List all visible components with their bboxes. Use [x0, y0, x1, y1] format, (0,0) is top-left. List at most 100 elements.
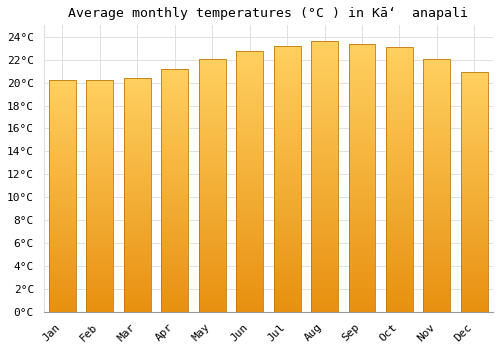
Bar — [424, 292, 450, 294]
Bar — [348, 250, 376, 253]
Bar — [124, 300, 151, 303]
Bar — [461, 295, 488, 298]
Bar — [386, 127, 413, 129]
Bar — [49, 173, 76, 175]
Bar — [461, 240, 488, 243]
Bar — [461, 266, 488, 269]
Bar — [424, 259, 450, 261]
Bar — [49, 180, 76, 182]
Bar — [348, 68, 376, 70]
Bar — [386, 185, 413, 188]
Bar — [386, 230, 413, 232]
Bar — [311, 120, 338, 122]
Bar — [124, 221, 151, 223]
Bar — [162, 134, 188, 137]
Bar — [386, 172, 413, 174]
Bar — [124, 181, 151, 183]
Bar — [162, 120, 188, 122]
Bar — [274, 179, 300, 182]
Bar — [124, 303, 151, 305]
Bar — [198, 119, 226, 122]
Bar — [162, 159, 188, 161]
Bar — [348, 146, 376, 148]
Bar — [198, 94, 226, 97]
Bar — [311, 41, 338, 312]
Title: Average monthly temperatures (°C ) in Kāʻ  anapali: Average monthly temperatures (°C ) in Kā… — [68, 7, 468, 20]
Bar — [424, 193, 450, 195]
Bar — [198, 180, 226, 183]
Bar — [198, 271, 226, 274]
Bar — [274, 80, 300, 83]
Bar — [386, 272, 413, 275]
Bar — [348, 285, 376, 288]
Bar — [348, 237, 376, 239]
Bar — [198, 145, 226, 147]
Bar — [311, 260, 338, 263]
Bar — [274, 75, 300, 78]
Bar — [86, 233, 114, 236]
Bar — [124, 199, 151, 202]
Bar — [386, 299, 413, 301]
Bar — [86, 136, 114, 138]
Bar — [311, 57, 338, 60]
Bar — [386, 188, 413, 190]
Bar — [311, 66, 338, 68]
Bar — [348, 54, 376, 57]
Bar — [124, 186, 151, 188]
Bar — [386, 76, 413, 79]
Bar — [162, 96, 188, 98]
Bar — [386, 74, 413, 76]
Bar — [124, 141, 151, 144]
Bar — [162, 268, 188, 271]
Bar — [124, 162, 151, 164]
Bar — [386, 108, 413, 111]
Bar — [274, 296, 300, 299]
Bar — [424, 130, 450, 132]
Bar — [461, 309, 488, 312]
Bar — [274, 253, 300, 256]
Bar — [461, 259, 488, 261]
Bar — [49, 305, 76, 307]
Bar — [348, 282, 376, 285]
Bar — [424, 79, 450, 81]
Bar — [386, 203, 413, 206]
Bar — [461, 233, 488, 235]
Bar — [311, 182, 338, 185]
Bar — [274, 309, 300, 312]
Bar — [49, 161, 76, 164]
Bar — [86, 229, 114, 231]
Bar — [236, 260, 263, 262]
Bar — [461, 127, 488, 130]
Bar — [162, 200, 188, 203]
Bar — [49, 168, 76, 171]
Bar — [198, 216, 226, 218]
Bar — [124, 218, 151, 221]
Bar — [311, 277, 338, 279]
Bar — [348, 173, 376, 175]
Bar — [461, 79, 488, 82]
Bar — [386, 201, 413, 203]
Bar — [162, 171, 188, 173]
Bar — [311, 301, 338, 304]
Bar — [162, 181, 188, 183]
Bar — [49, 177, 76, 180]
Bar — [461, 163, 488, 166]
Bar — [198, 264, 226, 266]
Bar — [124, 274, 151, 277]
Bar — [424, 244, 450, 246]
Bar — [311, 228, 338, 231]
Bar — [424, 205, 450, 208]
Bar — [424, 294, 450, 297]
Bar — [236, 301, 263, 304]
Bar — [86, 143, 114, 145]
Bar — [198, 238, 226, 241]
Bar — [49, 152, 76, 154]
Bar — [86, 184, 114, 187]
Bar — [424, 271, 450, 274]
Bar — [49, 171, 76, 173]
Bar — [49, 198, 76, 201]
Bar — [86, 210, 114, 212]
Bar — [162, 173, 188, 176]
Bar — [124, 305, 151, 307]
Bar — [49, 182, 76, 184]
